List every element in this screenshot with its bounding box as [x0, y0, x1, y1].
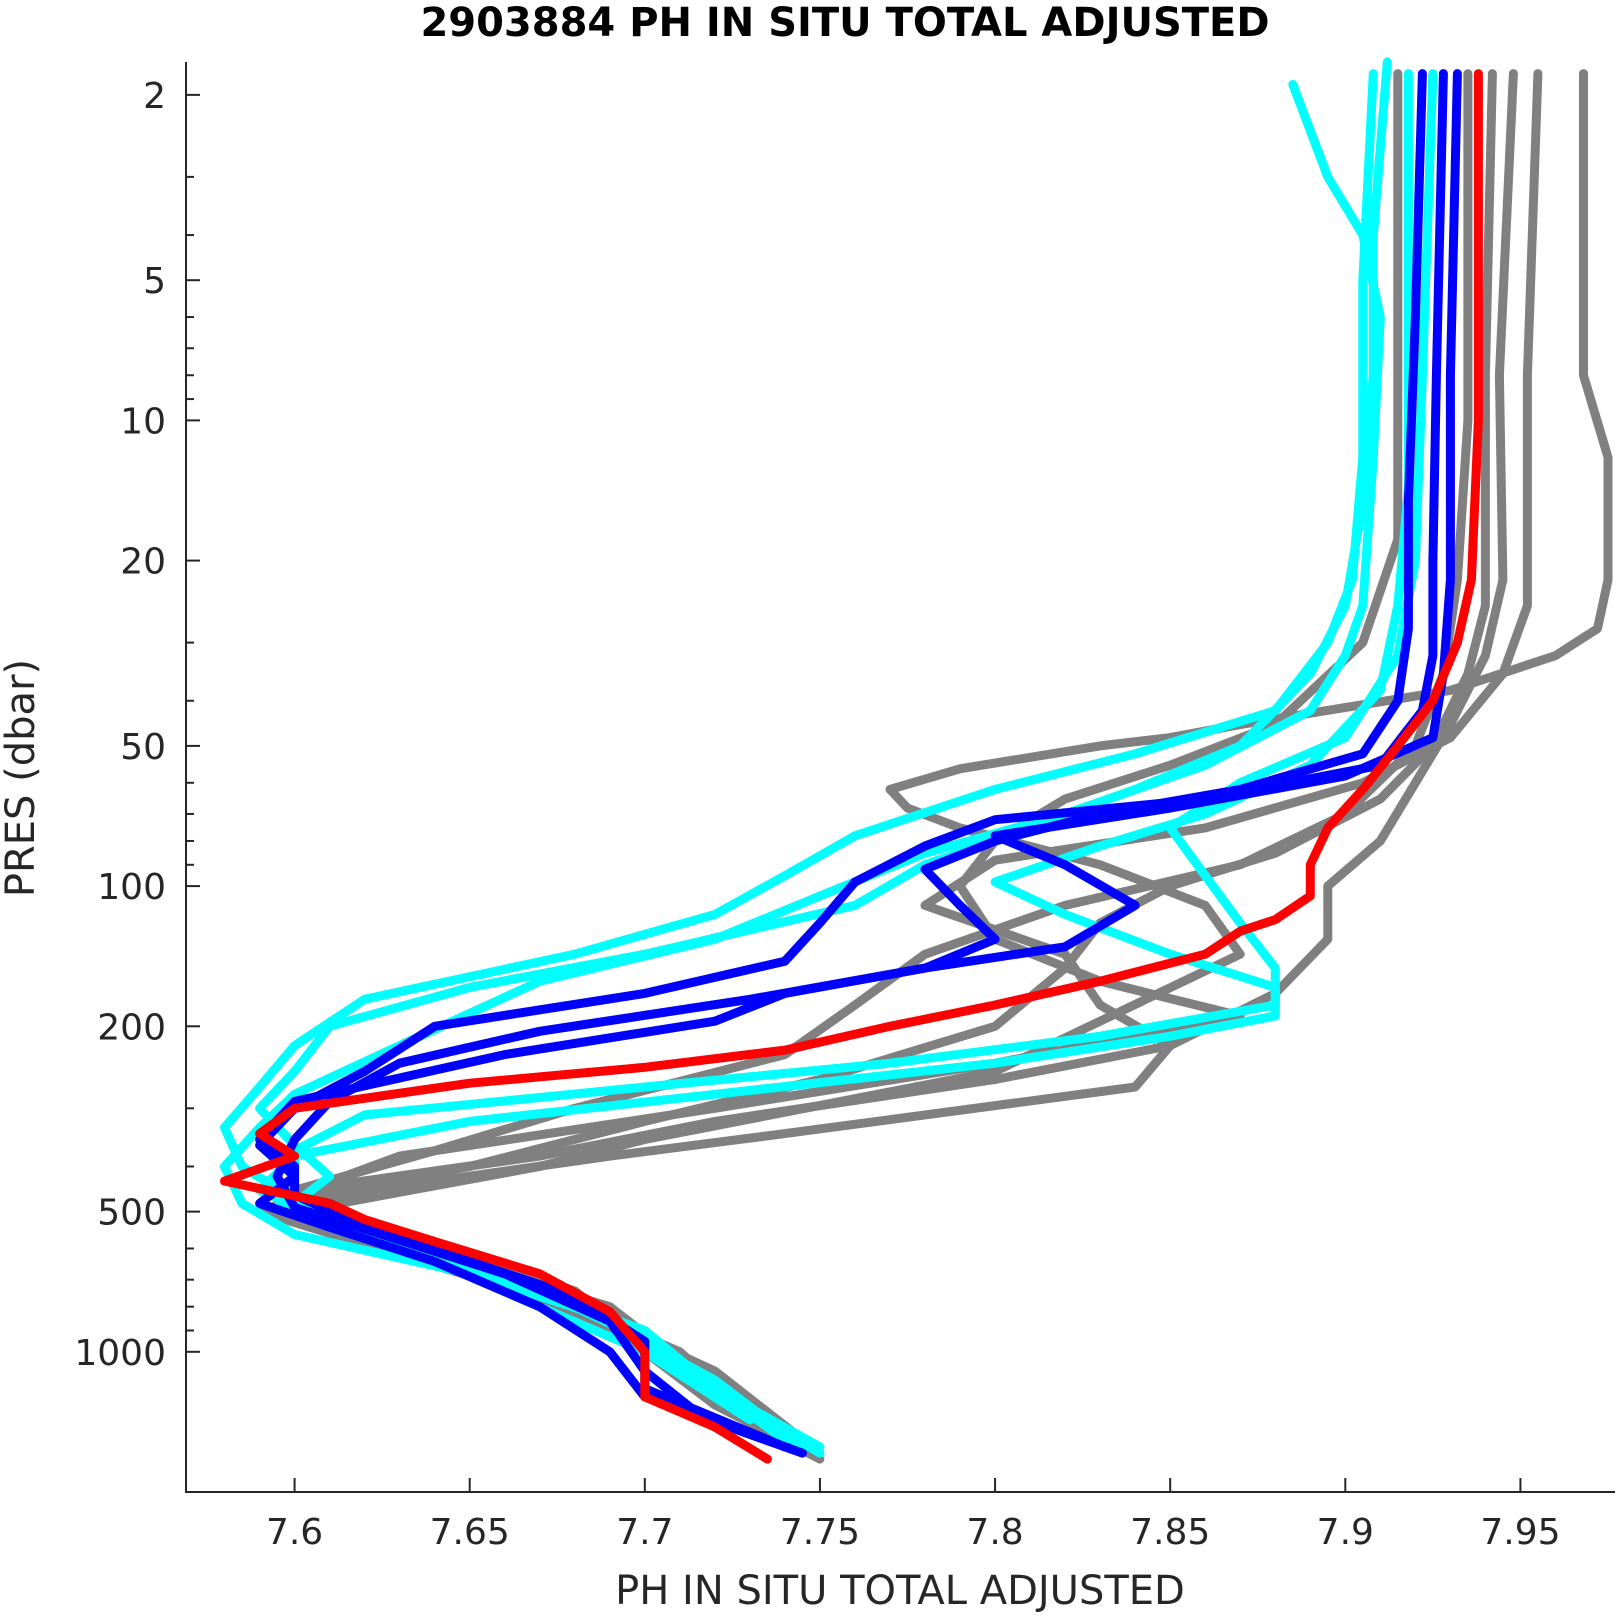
series-line-cyan-6 [220, 80, 1385, 1458]
series-line-blue-13 [272, 69, 1427, 1432]
series-line-cyan-9 [272, 69, 1438, 1452]
y-tick-label: 20 [120, 542, 166, 583]
x-tick-label: 7.9 [1317, 1512, 1374, 1553]
series-line-cyan-8 [255, 69, 1413, 1445]
x-tick-label: 7.75 [780, 1512, 860, 1553]
x-tick-label: 7.8 [966, 1512, 1023, 1553]
chart-title: 2903884 PH IN SITU TOTAL ADJUSTED [420, 0, 1269, 46]
x-tick-label: 7.95 [1480, 1512, 1560, 1553]
y-tick-label: 200 [97, 1007, 166, 1048]
y-tick-label: 50 [120, 727, 166, 768]
y-tick-label: 100 [97, 867, 166, 908]
x-tick-label: 7.7 [616, 1512, 673, 1553]
y-tick-label: 5 [143, 261, 166, 302]
series-layer [220, 57, 1613, 1464]
x-tick-label: 7.6 [266, 1512, 323, 1553]
series-line-cyan-10 [220, 69, 1378, 1425]
x-tick-label: 7.65 [430, 1512, 510, 1553]
y-tick-label: 500 [97, 1193, 166, 1234]
x-axis-label: PH IN SITU TOTAL ADJUSTED [615, 1568, 1185, 1614]
y-axis-label: PRES (dbar) [0, 659, 44, 897]
series-line-red-14 [220, 69, 1483, 1464]
y-tick-label: 2 [143, 76, 166, 117]
series-line-gray-4 [290, 69, 1473, 1439]
x-tick-label: 7.85 [1130, 1512, 1210, 1553]
y-tick-label: 10 [120, 401, 166, 442]
y-axis: 2 5 10 20 50 100 200 500 1000 [74, 76, 200, 1493]
y-tick-label: 1000 [74, 1333, 166, 1374]
x-axis: 7.6 7.65 7.7 7.75 7.8 7.85 7.9 7.95 [266, 1478, 1561, 1553]
